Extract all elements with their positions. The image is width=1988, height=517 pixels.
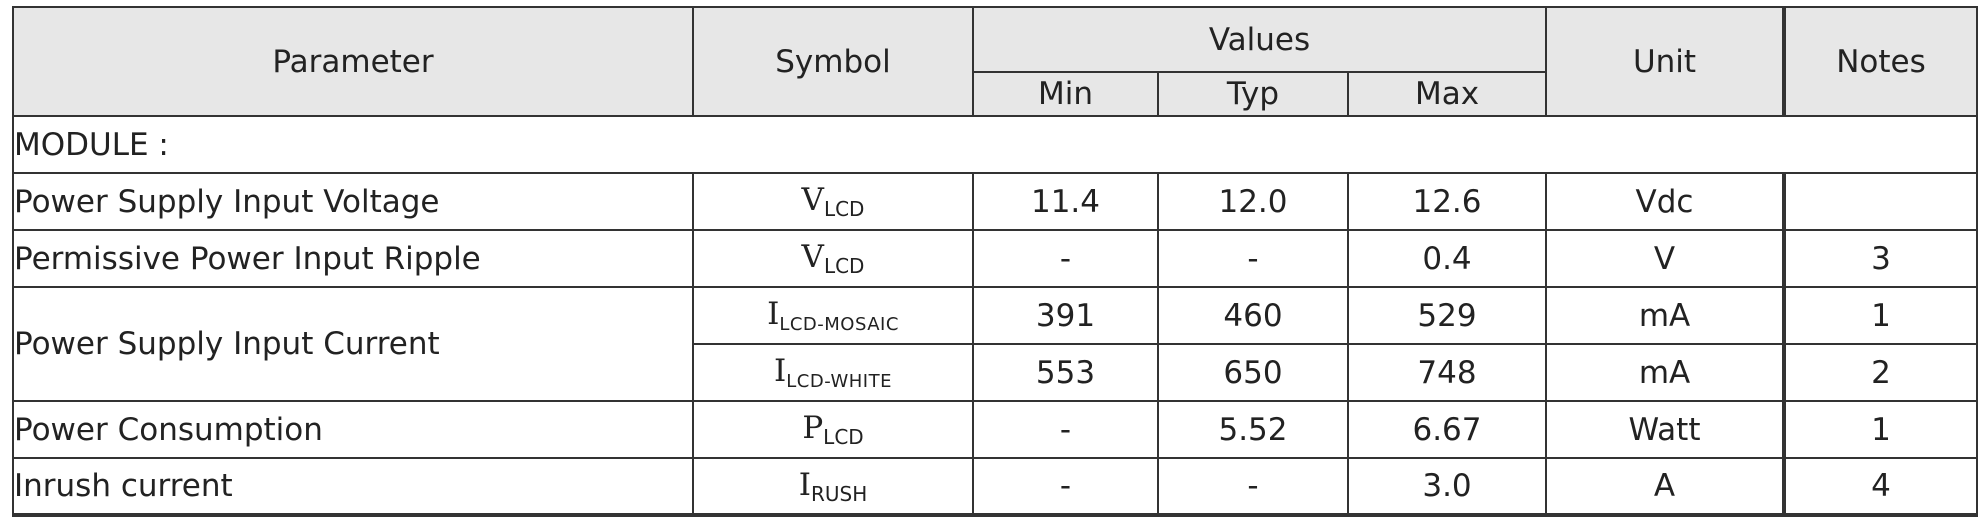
header-max: Max	[1346, 71, 1548, 117]
notes-cell: 1	[1782, 286, 1979, 345]
symbol-main: V	[801, 239, 824, 275]
electrical-spec-table: Parameter Symbol Values Unit Notes Min T…	[11, 6, 1979, 517]
table-row: Power Supply Input Voltage VLCD 11.4 12.…	[12, 172, 1979, 231]
symbol-cell: IRUSH	[692, 457, 974, 517]
unit-cell: A	[1545, 457, 1786, 517]
symbol-cell: PLCD	[692, 400, 974, 459]
max-cell: 3.0	[1346, 457, 1548, 517]
max-cell: 748	[1346, 343, 1548, 402]
typ-cell: -	[1157, 229, 1349, 288]
symbol-cell: ILCD-MOSAIC	[692, 286, 974, 345]
typ-cell: 650	[1157, 343, 1349, 402]
min-cell: -	[972, 457, 1159, 517]
unit-cell: mA	[1545, 343, 1786, 402]
symbol-main: I	[798, 466, 811, 503]
table-row: Permissive Power Input Ripple VLCD - - 0…	[12, 229, 1979, 288]
param-cell: Power Supply Input Current	[12, 286, 694, 402]
min-cell: -	[972, 400, 1159, 459]
param-cell: Inrush current	[12, 457, 694, 517]
notes-cell: 4	[1782, 457, 1979, 517]
symbol-sub: LCD-WHITE	[786, 371, 892, 392]
typ-cell: -	[1157, 457, 1349, 517]
symbol-sub: RUSH	[810, 481, 868, 506]
header-notes: Notes	[1782, 6, 1979, 117]
max-cell: 6.67	[1346, 400, 1548, 459]
symbol-main: P	[802, 410, 824, 446]
param-cell: Power Supply Input Voltage	[12, 172, 694, 231]
unit-cell: mA	[1545, 286, 1786, 345]
unit-cell: V	[1545, 229, 1786, 288]
symbol-cell: VLCD	[692, 172, 974, 231]
notes-cell	[1782, 172, 1979, 231]
typ-cell: 12.0	[1157, 172, 1349, 231]
notes-cell: 1	[1782, 400, 1979, 459]
symbol-main: V	[801, 182, 824, 218]
param-cell: Permissive Power Input Ripple	[12, 229, 694, 288]
max-cell: 12.6	[1346, 172, 1548, 231]
header-unit: Unit	[1545, 6, 1786, 117]
header-values: Values	[971, 6, 1548, 73]
symbol-main: I	[767, 296, 780, 332]
symbol-sub: LCD	[823, 197, 865, 221]
table-row: Power Consumption PLCD - 5.52 6.67 Watt …	[12, 400, 1979, 459]
table-row: Inrush current IRUSH - - 3.0 A 4	[12, 457, 1979, 517]
min-cell: 11.4	[972, 172, 1159, 231]
min-cell: 553	[972, 343, 1159, 402]
header-min: Min	[972, 71, 1159, 117]
symbol-cell: VLCD	[692, 229, 974, 288]
min-cell: -	[972, 229, 1159, 288]
unit-cell: Vdc	[1545, 172, 1786, 231]
table-row: Power Supply Input Current ILCD-MOSAIC 3…	[12, 286, 1979, 402]
typ-cell: 460	[1157, 286, 1349, 345]
header-parameter: Parameter	[12, 6, 694, 117]
header-typ: Typ	[1157, 71, 1349, 117]
symbol-cell: ILCD-WHITE	[692, 343, 974, 402]
header-symbol: Symbol	[692, 6, 974, 117]
spec-table-container: Parameter Symbol Values Unit Notes Min T…	[11, 6, 1979, 517]
section-row: MODULE :	[11, 115, 1979, 174]
section-label: MODULE :	[11, 115, 1979, 174]
symbol-sub: LCD	[823, 425, 864, 449]
min-cell: 391	[972, 286, 1159, 345]
symbol-sub: LCD	[823, 254, 865, 278]
notes-cell: 2	[1782, 343, 1979, 402]
table-row: ILCD-WHITE 553 650 748 mA 2	[13, 343, 1979, 402]
typ-cell: 5.52	[1157, 400, 1349, 459]
param-cell: Power Consumption	[12, 400, 694, 459]
symbol-sub: LCD-MOSAIC	[779, 314, 899, 335]
max-cell: 0.4	[1346, 229, 1548, 288]
notes-cell: 3	[1782, 229, 1979, 288]
symbol-main: I	[774, 353, 787, 389]
unit-cell: Watt	[1545, 400, 1786, 459]
max-cell: 529	[1346, 286, 1548, 345]
